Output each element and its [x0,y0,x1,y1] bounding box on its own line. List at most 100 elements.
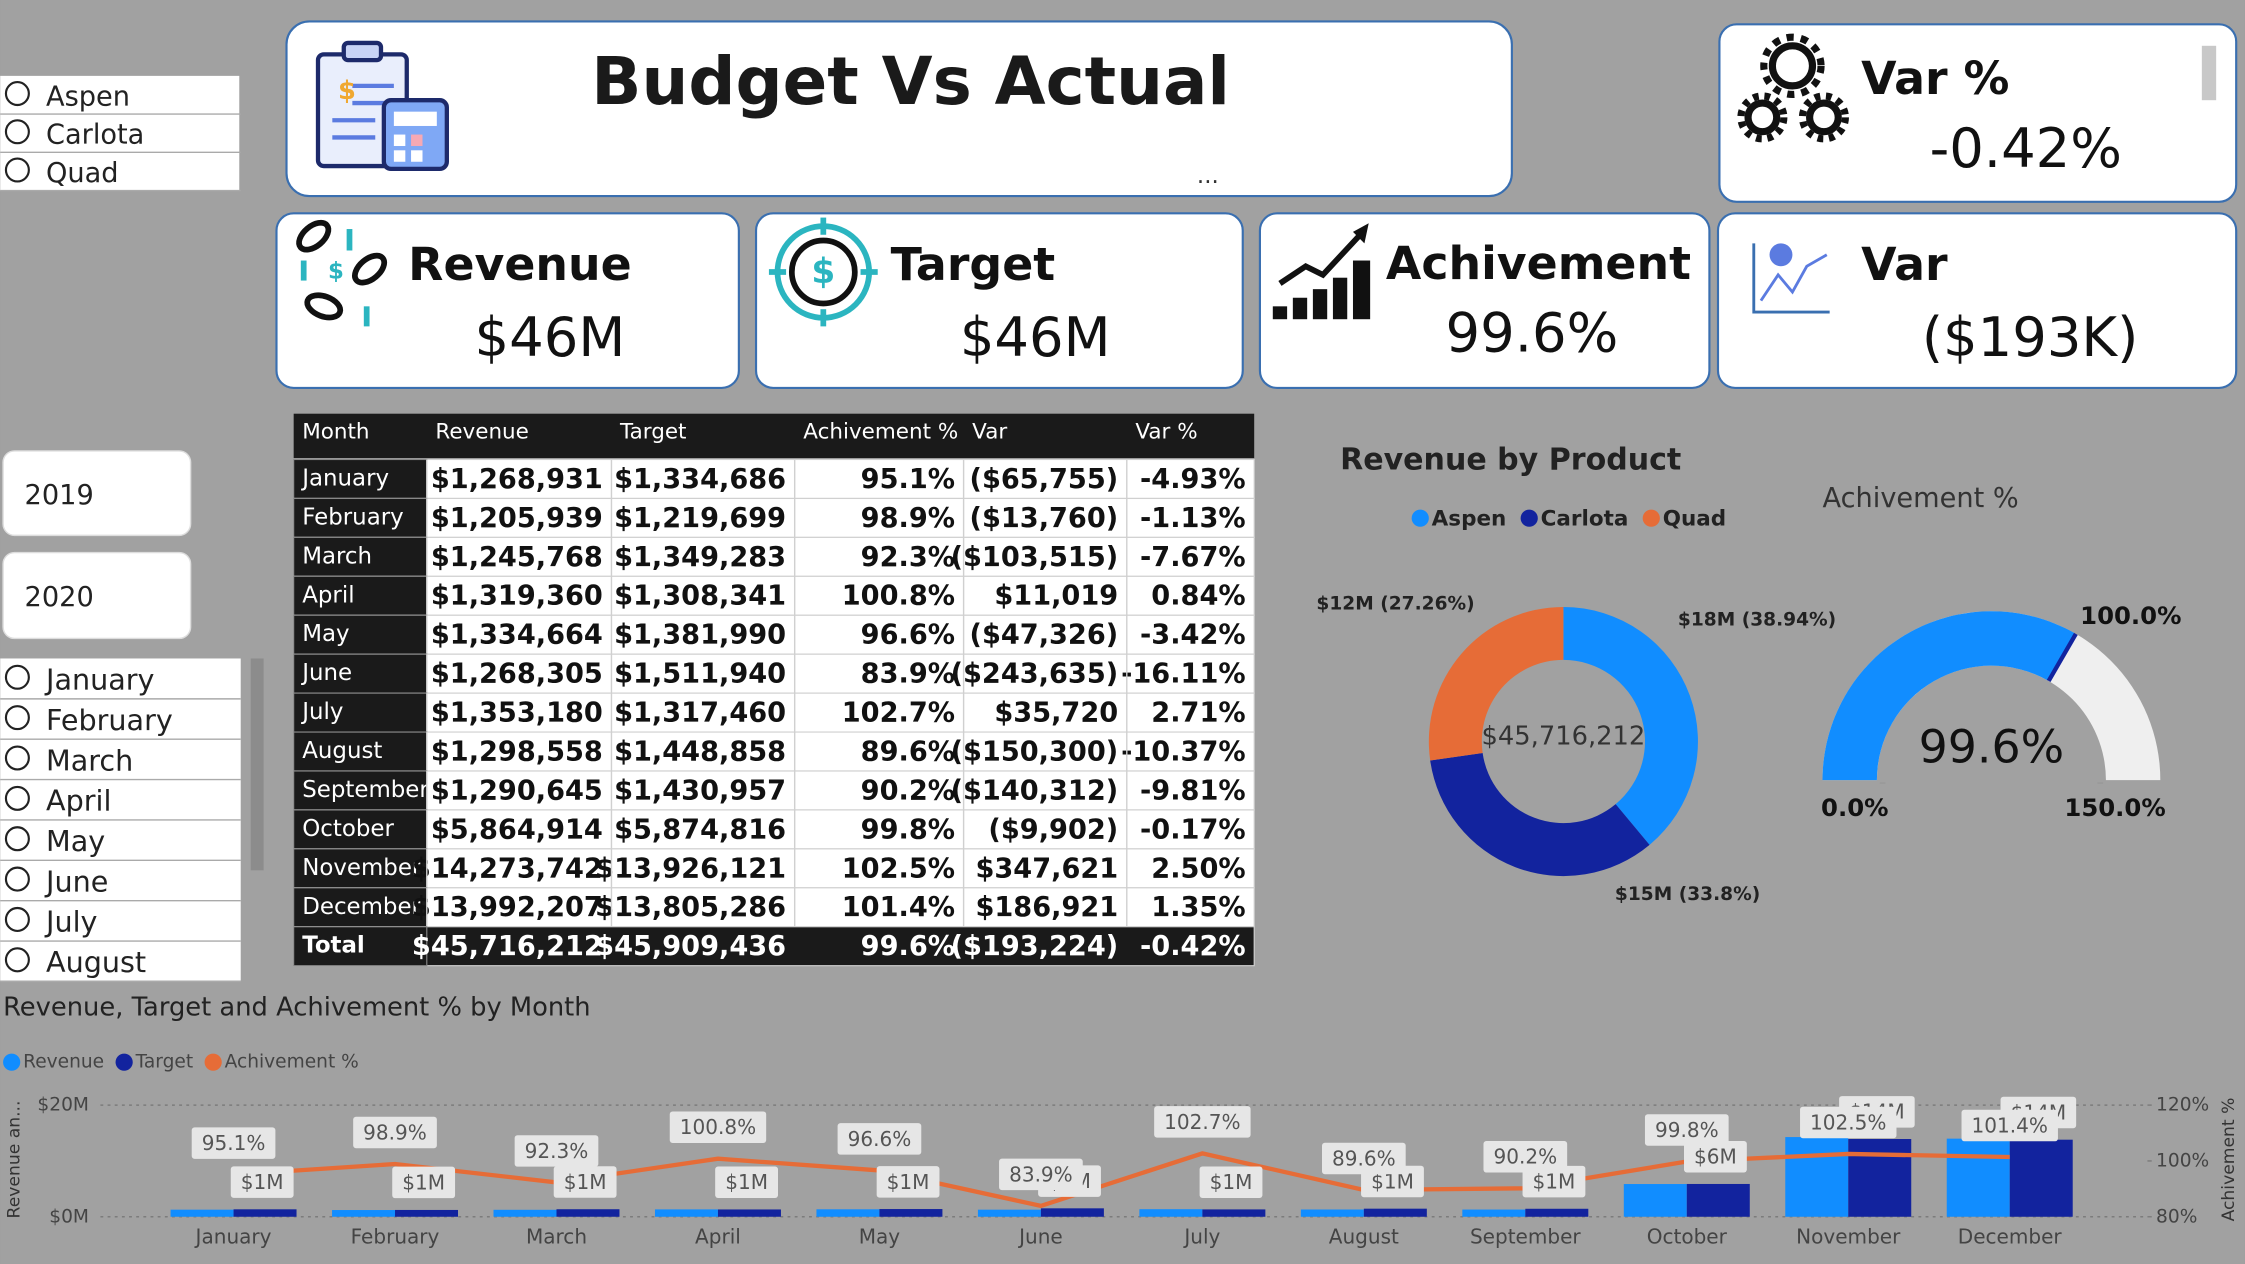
bar [233,1209,297,1217]
radio-button[interactable] [4,947,30,973]
slicer-item: April [46,784,111,818]
bar [1623,1184,1687,1217]
legend-swatch [1411,509,1429,527]
bar [816,1209,880,1217]
data-label-box [876,1166,940,1198]
table-row-bg [293,536,1255,577]
table-cell: ($193,224) [951,931,1119,962]
table-row-bg [293,848,1255,889]
radio-button[interactable] [4,866,30,892]
svg-text:$: $ [328,258,344,284]
table-cell: -7.67% [1140,542,1246,573]
x-tick-label: September [1470,1225,1581,1249]
data-label: 98.9% [363,1120,427,1144]
scrollbar[interactable] [2201,45,2217,101]
legend-label: Quad [1663,507,1726,532]
radio-button[interactable] [4,785,30,811]
card-label: Target [891,237,1056,291]
card-label: Revenue [408,237,632,291]
bar [977,1209,1041,1217]
table-cell: 0.84% [1151,581,1245,612]
card-label: Achivement [1386,236,1691,290]
svg-text:$: $ [338,76,356,106]
radio-button[interactable] [4,906,30,932]
table-cell: Total [302,933,365,959]
table-header-bg [293,413,1255,459]
data-label: $1M [564,1170,607,1194]
table-header: Var % [1135,419,1197,444]
bar [654,1209,718,1217]
table-cell: 102.7% [842,698,955,729]
data-label-box [837,1123,922,1155]
table-cell: ($13,760) [970,503,1119,534]
bar [717,1209,781,1217]
table-cell: -1.13% [1140,503,1246,534]
table-cell: ($9,902) [988,814,1118,845]
card-value: ($193K) [1922,306,2138,369]
data-label: 90.2% [1493,1145,1557,1169]
data-label-box [999,1158,1083,1191]
radio-button[interactable] [4,745,30,771]
bar [1300,1209,1364,1217]
y2-tick-label: 120% [2156,1095,2209,1116]
table-cell: $1,317,460 [614,698,786,729]
table-cell: $1,268,931 [431,464,603,495]
radio-button[interactable] [4,826,30,852]
table-cell: $1,334,686 [614,464,786,495]
year-label: 2020 [25,582,94,613]
table-month-bg [293,926,428,967]
card-label: Var [1861,237,1948,291]
table-cell: $1,511,940 [614,659,786,690]
data-label: 95.1% [202,1131,266,1155]
data-label: $12M (27.26%) [1316,594,1474,615]
table-cell: $5,874,816 [614,814,786,845]
table-cell: $13,805,286 [595,892,786,923]
table-cell: -10.37% [1121,736,1246,767]
donut-slice [1428,606,1564,761]
table-cell: $14,273,742 [412,853,603,884]
bar [170,1209,234,1217]
radio-button[interactable] [4,705,30,731]
table-cell: May [302,621,349,647]
radio-button[interactable] [4,81,30,107]
year-button[interactable] [2,450,192,537]
table-cell: $186,921 [975,892,1118,923]
table-header: Month [302,419,369,444]
table-cell: $1,298,558 [431,736,603,767]
radio-button[interactable] [4,119,30,145]
data-label: 92.3% [525,1139,589,1163]
table-month-bg [293,770,428,811]
table-cell: -9.81% [1140,775,1246,806]
x-tick-label: July [1182,1225,1220,1249]
x-tick-label: August [1329,1225,1399,1249]
data-label-box [1644,1114,1729,1146]
data-label: $1M [887,1170,930,1194]
chart-title: Revenue, Target and Achivement % by Mont… [3,992,591,1022]
coins-icon: $ [296,219,388,327]
slicer-item: March [46,743,133,777]
gauge-value [1822,611,2075,781]
table-cell: 92.3% [861,542,955,573]
table-cell: 102.5% [842,853,955,884]
year-button[interactable] [2,551,192,640]
radio-button[interactable] [4,157,30,183]
gauge-target [2046,632,2078,683]
legend-label: Carlota [1541,507,1629,532]
table-row-bg [293,575,1255,616]
radio-button[interactable] [4,664,30,690]
bar [2009,1139,2073,1217]
table-month-bg [293,692,428,733]
table-cell: $1,381,990 [614,620,786,651]
table-cell: 90.2% [861,775,955,806]
scrollbar[interactable] [250,658,264,871]
table-cell: February [302,504,403,530]
table-cell: January [300,465,389,491]
more-options[interactable]: ··· [1197,170,1219,196]
card-value: $46M [960,306,1111,369]
data-label: $1M [1210,1170,1253,1194]
y-axis-title: Revenue an... [5,1101,25,1219]
bar [1202,1209,1266,1217]
card-value: -0.42% [1930,117,2122,180]
slicer-item: February [46,703,173,737]
card-box [275,212,740,390]
